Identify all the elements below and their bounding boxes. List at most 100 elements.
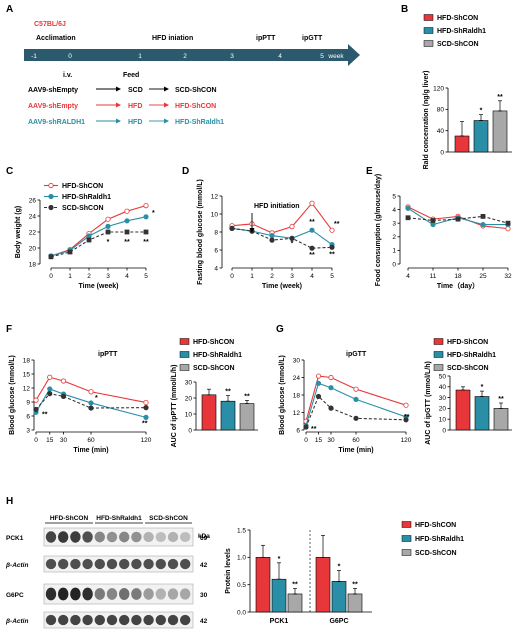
- panel-f-title: ipPTT: [98, 351, 118, 358]
- panel-letter-f: F: [6, 324, 12, 335]
- panel-a-arrow-head: [116, 102, 121, 108]
- panel-h-blot-band: [143, 588, 154, 600]
- panel-f-y-tick-label: 6: [26, 413, 30, 420]
- panel-h-chart-y-tick-label: 1.0: [237, 555, 246, 562]
- panel-d-data-point: [269, 237, 275, 243]
- panel-h-chart-legend-swatch: [401, 521, 412, 528]
- panel-h-blot-label: G6PC: [6, 592, 24, 599]
- panel-b-legend-swatch: [423, 27, 434, 34]
- panel-c-data-point: [143, 229, 149, 235]
- panel-b-bar: [473, 120, 489, 153]
- panel-a-arrow-head: [116, 86, 121, 92]
- panel-c-sig-marker: *: [152, 210, 155, 217]
- panel-a-group-label: HFD-ShCON: [175, 103, 216, 110]
- panel-h-kda-value: 69: [200, 535, 208, 542]
- panel-d-y-tick-label: 4: [214, 265, 218, 272]
- panel-f-bar-y-tick-label: 20: [185, 395, 193, 402]
- panel-f-y-axis-label: Blood glucose (mmol/L): [9, 355, 16, 435]
- panel-h-blot-band: [167, 614, 179, 626]
- panel-a-ipptt-label: ipPTT: [256, 35, 276, 42]
- panel-d-series-line: [231, 202, 333, 234]
- panel-h-blot-band: [45, 587, 57, 601]
- panel-c-x-tick-label: 0: [49, 273, 53, 280]
- panel-h-blot-band: [70, 587, 81, 601]
- panel-h-blot-band: [131, 588, 142, 600]
- panel-a-iv-label: i.v.: [63, 72, 72, 79]
- panel-h-blot-band: [70, 614, 81, 626]
- panel-d-annotation: HFD initiation: [254, 203, 300, 210]
- panel-h-blot-band: [119, 558, 130, 570]
- panel-a-timeline-tick: 3: [230, 53, 234, 60]
- panel-c-x-tick-label: 4: [125, 273, 129, 280]
- panel-c-y-axis-label: Body weight (g): [15, 206, 22, 259]
- panel-d-sig-marker: **: [309, 219, 315, 226]
- panel-h-blot-band: [45, 531, 57, 543]
- panel-h-blot-band: [119, 531, 130, 543]
- panel-e-y-tick-label: 5: [392, 193, 396, 200]
- panel-f-data-point: [47, 390, 53, 397]
- panel-g-x-tick-label: 15: [315, 437, 323, 444]
- panel-a-arrow-head: [164, 102, 169, 108]
- panel-h-blot-band: [143, 614, 154, 626]
- panel-h-group-label: HFD-ShCON: [50, 515, 89, 522]
- panel-h-blot-band: [143, 531, 154, 543]
- panel-c-series-line: [50, 216, 147, 257]
- panel-a-timeline-tick: 0: [68, 53, 72, 60]
- panel-b-legend-label: HFD-ShRaldh1: [437, 28, 486, 35]
- panel-d-x-tick-label: 5: [330, 273, 334, 280]
- panel-h-chart-y-axis-label: Protein levels: [225, 548, 232, 594]
- panel-f-bar-legend-swatch: [179, 351, 190, 358]
- panel-a-timeline-arrow: [24, 44, 360, 66]
- panel-h-blot-band: [70, 558, 81, 570]
- panel-d-y-axis-label: Fasting blood glucose (mmol/L): [197, 179, 204, 285]
- panel-d-data-point: [289, 224, 295, 230]
- panel-e-y-tick-label: 2: [392, 234, 396, 241]
- panel-h-blot-band: [94, 558, 106, 570]
- panel-f-x-tick-label: 60: [87, 437, 95, 444]
- panel-h-blot-band: [167, 558, 179, 570]
- panel-letter-h: H: [6, 496, 13, 507]
- panel-c-legend-label: HFD-ShCON: [62, 183, 103, 190]
- panel-d-annotation-arrowhead: [249, 228, 255, 233]
- panel-f-bar-sig: **: [225, 389, 231, 396]
- panel-f-data-point: [88, 389, 94, 395]
- panel-h-kda-value: 42: [200, 562, 208, 569]
- panel-a-diet-label: HFD: [128, 103, 142, 110]
- panel-f-data-point: [60, 378, 67, 384]
- panel-d-data-point: [309, 245, 315, 251]
- panel-e-y-axis-label: Food consumption (g/mouse/day): [375, 174, 382, 286]
- panel-g-bar-legend-swatch: [433, 338, 444, 345]
- panel-g-x-axis-label: Time (min): [338, 447, 373, 454]
- panel-c-data-point: [124, 208, 130, 214]
- panel-e-x-axis-label: Time（day）: [437, 282, 479, 290]
- panel-c-x-tick-label: 5: [144, 273, 148, 280]
- panel-f-x-tick-label: 0: [34, 437, 38, 444]
- panel-h-chart-legend-swatch: [401, 535, 412, 542]
- panel-b-legend-label: SCD-ShCON: [437, 41, 479, 48]
- panel-h-chart-bar: [331, 581, 347, 613]
- panel-f-bar-y-tick-label: 0: [188, 427, 192, 434]
- panel-g-bar-rect: [493, 408, 509, 431]
- panel-d-sig-marker: *: [291, 241, 294, 248]
- panel-e-y-tick-label: 0: [392, 261, 396, 268]
- panel-f-bar-sig: **: [244, 393, 250, 400]
- panel-e-data-point: [480, 213, 486, 219]
- panel-f-data-point: [143, 404, 149, 411]
- panel-f-x-tick-label: 15: [46, 437, 54, 444]
- panel-a-virus-label: AAV9-shEmpty: [28, 87, 78, 94]
- panel-b-legend-label: HFD-ShCON: [437, 15, 478, 22]
- panel-e-y-tick-label: 4: [392, 207, 396, 214]
- panel-h-kda-header: kDa: [198, 533, 210, 540]
- panel-c-y-tick-label: 24: [29, 213, 37, 220]
- panel-h-chart-y-tick-label: 1.5: [237, 527, 246, 534]
- panel-g-data-point: [328, 385, 334, 391]
- panel-h-blot-band: [106, 558, 118, 570]
- panel-h-blot-band: [180, 558, 191, 570]
- panel-g-data-point: [315, 373, 322, 379]
- panel-c-x-axis-label: Time (week): [79, 283, 119, 290]
- panel-g-data-point: [328, 405, 334, 411]
- panel-f-bar-legend-label: HFD-ShRaldh1: [193, 352, 242, 359]
- panel-h-blot-band: [58, 531, 69, 543]
- panel-c-legend-marker: [48, 193, 54, 200]
- panel-h-blot-band: [180, 531, 191, 543]
